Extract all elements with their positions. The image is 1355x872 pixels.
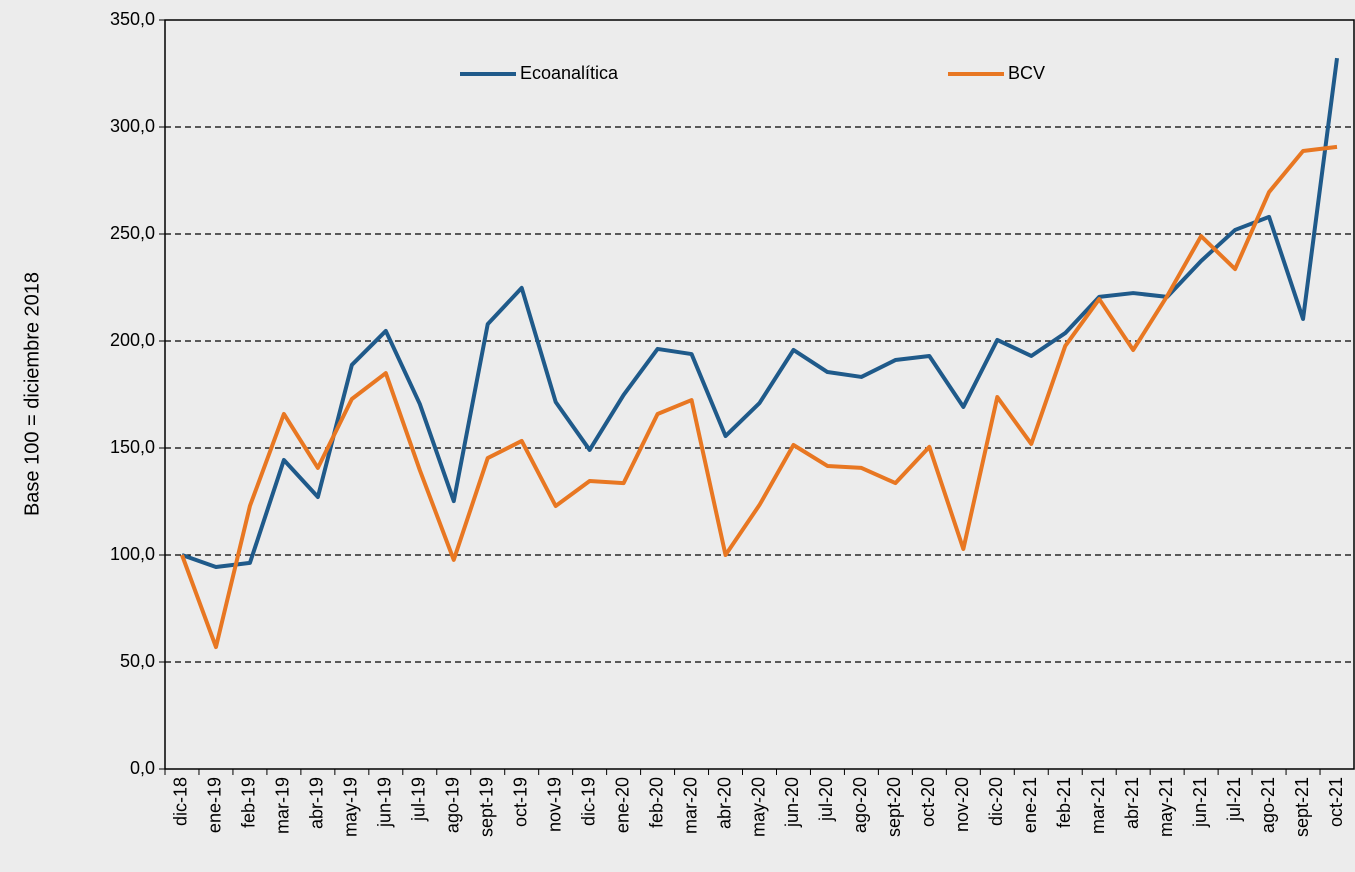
x-tick-label: sept-19 bbox=[476, 777, 496, 837]
x-tick-label: nov-20 bbox=[952, 777, 972, 832]
x-tick-label: mar-21 bbox=[1088, 777, 1108, 834]
x-tick-label: ago-19 bbox=[443, 777, 463, 833]
y-axis-label: Base 100 = diciembre 2018 bbox=[21, 272, 43, 516]
y-tick-label: 150,0 bbox=[110, 437, 155, 457]
y-tick-label: 0,0 bbox=[130, 758, 155, 778]
series-line bbox=[180, 144, 1338, 650]
x-tick-label: oct-19 bbox=[510, 777, 530, 827]
x-tick-label: abr-21 bbox=[1122, 777, 1142, 829]
x-tick-label: oct-21 bbox=[1326, 777, 1346, 827]
x-tick-label: ene-19 bbox=[205, 777, 225, 833]
x-tick-label: jun-19 bbox=[375, 777, 395, 828]
x-tick-label: may-21 bbox=[1156, 777, 1176, 837]
x-tick-label: feb-20 bbox=[646, 777, 666, 828]
x-tick-label: sept-21 bbox=[1292, 777, 1312, 837]
x-tick-label: feb-19 bbox=[239, 777, 259, 828]
x-tick-label: oct-20 bbox=[918, 777, 938, 827]
x-tick-label: jun-20 bbox=[782, 777, 802, 828]
y-tick-label: 300,0 bbox=[110, 116, 155, 136]
x-tick-label: dic-18 bbox=[171, 777, 191, 826]
x-tick-label: mar-20 bbox=[680, 777, 700, 834]
y-tick-label: 50,0 bbox=[120, 651, 155, 671]
legend-label: Ecoanalítica bbox=[520, 63, 619, 83]
x-tick-label: may-20 bbox=[748, 777, 768, 837]
y-tick-label: 100,0 bbox=[110, 544, 155, 564]
x-tick-label: feb-21 bbox=[1054, 777, 1074, 828]
x-tick-label: nov-19 bbox=[544, 777, 564, 832]
x-tick-label: ene-21 bbox=[1020, 777, 1040, 833]
x-tick-label: jun-21 bbox=[1190, 777, 1210, 828]
x-tick-label: jul-19 bbox=[409, 777, 429, 822]
x-tick-label: dic-20 bbox=[986, 777, 1006, 826]
y-tick-label: 250,0 bbox=[110, 223, 155, 243]
x-tick-label: may-19 bbox=[341, 777, 361, 837]
x-tick-label: ago-20 bbox=[850, 777, 870, 833]
x-tick-label: sept-20 bbox=[884, 777, 904, 837]
series-line bbox=[181, 57, 1339, 569]
x-tick-label: jul-20 bbox=[816, 777, 836, 822]
legend-label: BCV bbox=[1008, 63, 1045, 83]
x-tick-label: abr-20 bbox=[714, 777, 734, 829]
x-tick-label: abr-19 bbox=[307, 777, 327, 829]
plot-frame bbox=[164, 19, 1355, 770]
x-tick-label: mar-19 bbox=[273, 777, 293, 834]
y-tick-label: 350,0 bbox=[110, 9, 155, 29]
x-tick-label: jul-21 bbox=[1224, 777, 1244, 822]
x-tick-label: dic-19 bbox=[578, 777, 598, 826]
x-tick-label: ago-21 bbox=[1258, 777, 1278, 833]
x-tick-label: ene-20 bbox=[612, 777, 632, 833]
y-tick-label: 200,0 bbox=[110, 330, 155, 350]
